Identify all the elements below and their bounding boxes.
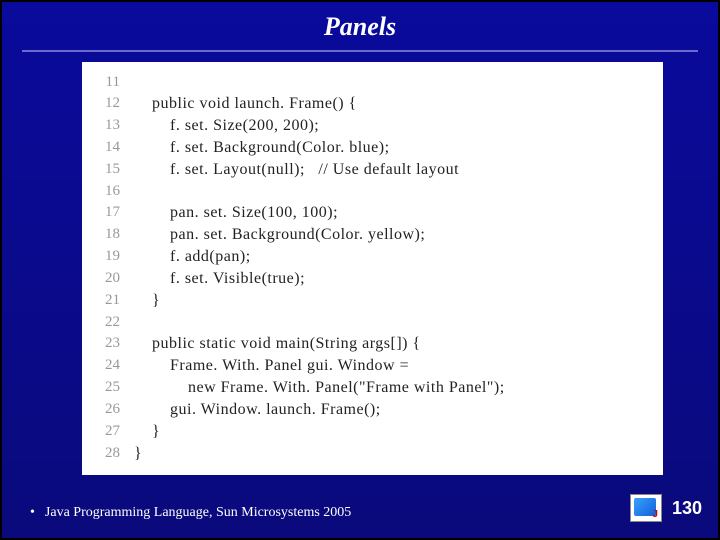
footer-text: Java Programming Language, Sun Microsyst…: [45, 505, 351, 521]
line-number: 14: [86, 137, 134, 159]
line-number: 13: [86, 115, 134, 137]
code-line: 12 public void launch. Frame() {: [86, 93, 651, 115]
code-panel: 1112 public void launch. Frame() {13 f. …: [82, 62, 663, 475]
footer-bar: • Java Programming Language, Sun Microsy…: [2, 498, 718, 528]
code-line: 28}: [86, 443, 651, 465]
code-line: 16: [86, 181, 651, 202]
line-number: 28: [86, 443, 134, 465]
title-divider: [22, 50, 698, 52]
line-number: 15: [86, 159, 134, 181]
code-text: }: [134, 443, 651, 465]
code-line: 19 f. add(pan);: [86, 246, 651, 268]
line-number: 18: [86, 224, 134, 246]
line-number: 26: [86, 399, 134, 421]
java-logo-icon: [630, 494, 662, 522]
code-line: 26 gui. Window. launch. Frame();: [86, 399, 651, 421]
code-text: pan. set. Background(Color. yellow);: [134, 224, 651, 246]
code-text: f. set. Background(Color. blue);: [134, 137, 651, 159]
code-line: 14 f. set. Background(Color. blue);: [86, 137, 651, 159]
code-line: 21 }: [86, 290, 651, 312]
code-text: }: [134, 421, 651, 443]
line-number: 17: [86, 202, 134, 224]
code-line: 15 f. set. Layout(null); // Use default …: [86, 159, 651, 181]
line-number: 23: [86, 333, 134, 355]
code-text: public void launch. Frame() {: [134, 93, 651, 115]
line-number: 19: [86, 246, 134, 268]
line-number: 16: [86, 181, 134, 202]
code-line: 25 new Frame. With. Panel("Frame with Pa…: [86, 377, 651, 399]
code-text: gui. Window. launch. Frame();: [134, 399, 651, 421]
code-line: 18 pan. set. Background(Color. yellow);: [86, 224, 651, 246]
line-number: 27: [86, 421, 134, 443]
code-line: 24 Frame. With. Panel gui. Window =: [86, 355, 651, 377]
code-line: 27 }: [86, 421, 651, 443]
code-text: [134, 72, 651, 93]
line-number: 24: [86, 355, 134, 377]
code-line: 23 public static void main(String args[]…: [86, 333, 651, 355]
code-text: Frame. With. Panel gui. Window =: [134, 355, 651, 377]
code-text: public static void main(String args[]) {: [134, 333, 651, 355]
code-text: [134, 181, 651, 202]
code-line: 20 f. set. Visible(true);: [86, 268, 651, 290]
code-line: 22: [86, 312, 651, 333]
code-text: f. set. Size(200, 200);: [134, 115, 651, 137]
code-text: }: [134, 290, 651, 312]
page-number: 130: [672, 498, 702, 519]
code-text: f. set. Layout(null); // Use default lay…: [134, 159, 651, 181]
footer-right: 130: [630, 494, 702, 522]
line-number: 22: [86, 312, 134, 333]
footer-bullet: •: [30, 505, 35, 521]
code-line: 17 pan. set. Size(100, 100);: [86, 202, 651, 224]
code-text: new Frame. With. Panel("Frame with Panel…: [134, 377, 651, 399]
code-line: 11: [86, 72, 651, 93]
line-number: 25: [86, 377, 134, 399]
code-text: [134, 312, 651, 333]
line-number: 12: [86, 93, 134, 115]
code-text: f. set. Visible(true);: [134, 268, 651, 290]
line-number: 21: [86, 290, 134, 312]
code-text: f. add(pan);: [134, 246, 651, 268]
code-line: 13 f. set. Size(200, 200);: [86, 115, 651, 137]
line-number: 20: [86, 268, 134, 290]
slide-title: Panels: [2, 2, 718, 50]
code-text: pan. set. Size(100, 100);: [134, 202, 651, 224]
line-number: 11: [86, 72, 134, 93]
